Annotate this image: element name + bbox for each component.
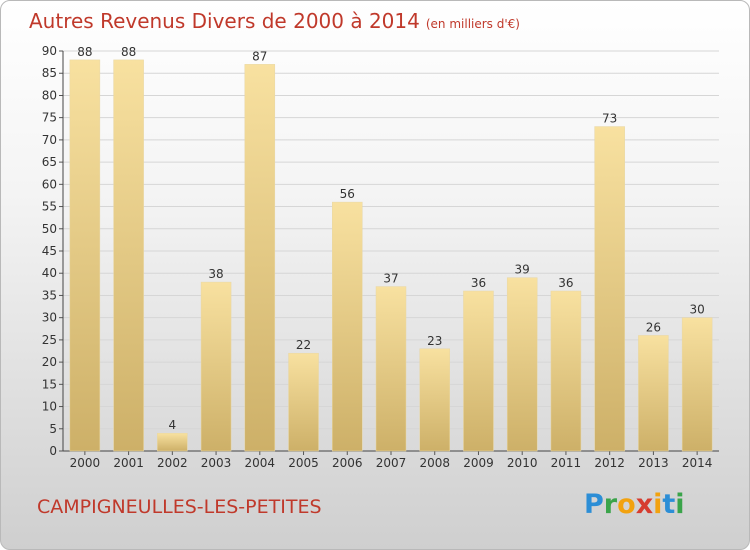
x-tick-label: 2010: [507, 456, 538, 470]
bar-2014: [681, 317, 713, 452]
y-tick-label: 30: [42, 311, 57, 325]
proxiti-logo: Proxiti: [584, 489, 685, 520]
data-label: 36: [558, 276, 573, 290]
chart-title: Autres Revenus Divers de 2000 à 2014 (en …: [29, 9, 520, 33]
data-label: 56: [340, 187, 355, 201]
y-tick-label: 85: [42, 66, 57, 80]
x-tick-label: 2004: [245, 456, 276, 470]
y-tick-label: 20: [42, 355, 57, 369]
commune-name: CAMPIGNEULLES-LES-PETITES: [37, 496, 322, 518]
y-tick-label: 15: [42, 377, 57, 391]
bar-2010: [506, 277, 538, 452]
y-tick-label: 25: [42, 333, 57, 347]
data-label: 26: [646, 320, 661, 334]
data-label: 38: [208, 267, 223, 281]
data-label: 39: [515, 263, 530, 277]
y-tick-label: 0: [49, 444, 57, 458]
data-label: 22: [296, 338, 311, 352]
logo-letter: i: [653, 489, 663, 520]
data-label: 36: [471, 276, 486, 290]
x-tick-label: 2003: [201, 456, 232, 470]
y-tick-label: 50: [42, 222, 57, 236]
logo-letter: P: [584, 489, 604, 520]
logo-letter: x: [635, 489, 654, 520]
x-tick-label: 2013: [638, 456, 669, 470]
x-tick-label: 2009: [463, 456, 494, 470]
x-tick-label: 2002: [157, 456, 188, 470]
x-tick-label: 2001: [113, 456, 144, 470]
y-tick-label: 60: [42, 177, 57, 191]
bar-2008: [419, 348, 450, 452]
y-tick-label: 40: [42, 266, 57, 280]
y-tick-label: 45: [42, 244, 57, 258]
bar-2000: [69, 59, 101, 452]
bar-2002: [157, 432, 188, 452]
bars: [69, 59, 713, 452]
y-tick-label: 75: [42, 111, 57, 125]
data-label: 73: [602, 112, 617, 126]
axes: 0 5 10 15 20 25 30 35 40 45 50 55 60 65 70 75 80 85 90 2000…: [42, 44, 719, 470]
y-tick-label: 35: [42, 288, 57, 302]
data-label: 4: [169, 418, 177, 432]
bar-2009: [463, 290, 494, 452]
x-tick-label: 2007: [376, 456, 407, 470]
data-label: 30: [689, 303, 704, 317]
bar-2001: [113, 59, 144, 452]
bar-2012: [594, 126, 625, 452]
x-tick-label: 2012: [594, 456, 625, 470]
logo-letter: i: [675, 489, 685, 520]
bar-2007: [375, 286, 407, 452]
y-tick-label: 90: [42, 44, 57, 58]
bar-2013: [638, 335, 669, 452]
y-tick-label: 80: [42, 88, 57, 102]
bar-2006: [332, 201, 363, 452]
x-tick-label: 2014: [682, 456, 713, 470]
title-text: Autres Revenus Divers de 2000 à 2014: [29, 9, 420, 33]
logo-letter: t: [662, 489, 676, 520]
data-label: 88: [121, 45, 136, 59]
data-label: 37: [383, 272, 398, 286]
data-labels: 88 88 4 38 87 22 56 37 23 36 39 36 73 26 30: [77, 45, 705, 432]
data-label: 87: [252, 49, 267, 63]
y-tick-label: 5: [49, 422, 57, 436]
x-tick-label: 2000: [70, 456, 101, 470]
data-label: 23: [427, 334, 442, 348]
unit-note: (en milliers d'€): [425, 17, 520, 31]
x-tick-label: 2008: [419, 456, 450, 470]
logo-letter: r: [603, 489, 618, 520]
y-tick-label: 65: [42, 155, 57, 169]
bar-2005: [288, 352, 319, 452]
logo-letter: o: [617, 489, 636, 520]
data-label: 88: [77, 45, 92, 59]
y-tick-label: 55: [42, 200, 57, 214]
y-tick-label: 70: [42, 133, 57, 147]
x-tick-label: 2011: [551, 456, 582, 470]
x-tick-label: 2006: [332, 456, 363, 470]
y-tick-label: 10: [42, 400, 57, 414]
bar-2004: [244, 64, 276, 452]
x-tick-label: 2005: [288, 456, 319, 470]
bar-2011: [550, 290, 582, 452]
bar-2003: [200, 281, 232, 452]
